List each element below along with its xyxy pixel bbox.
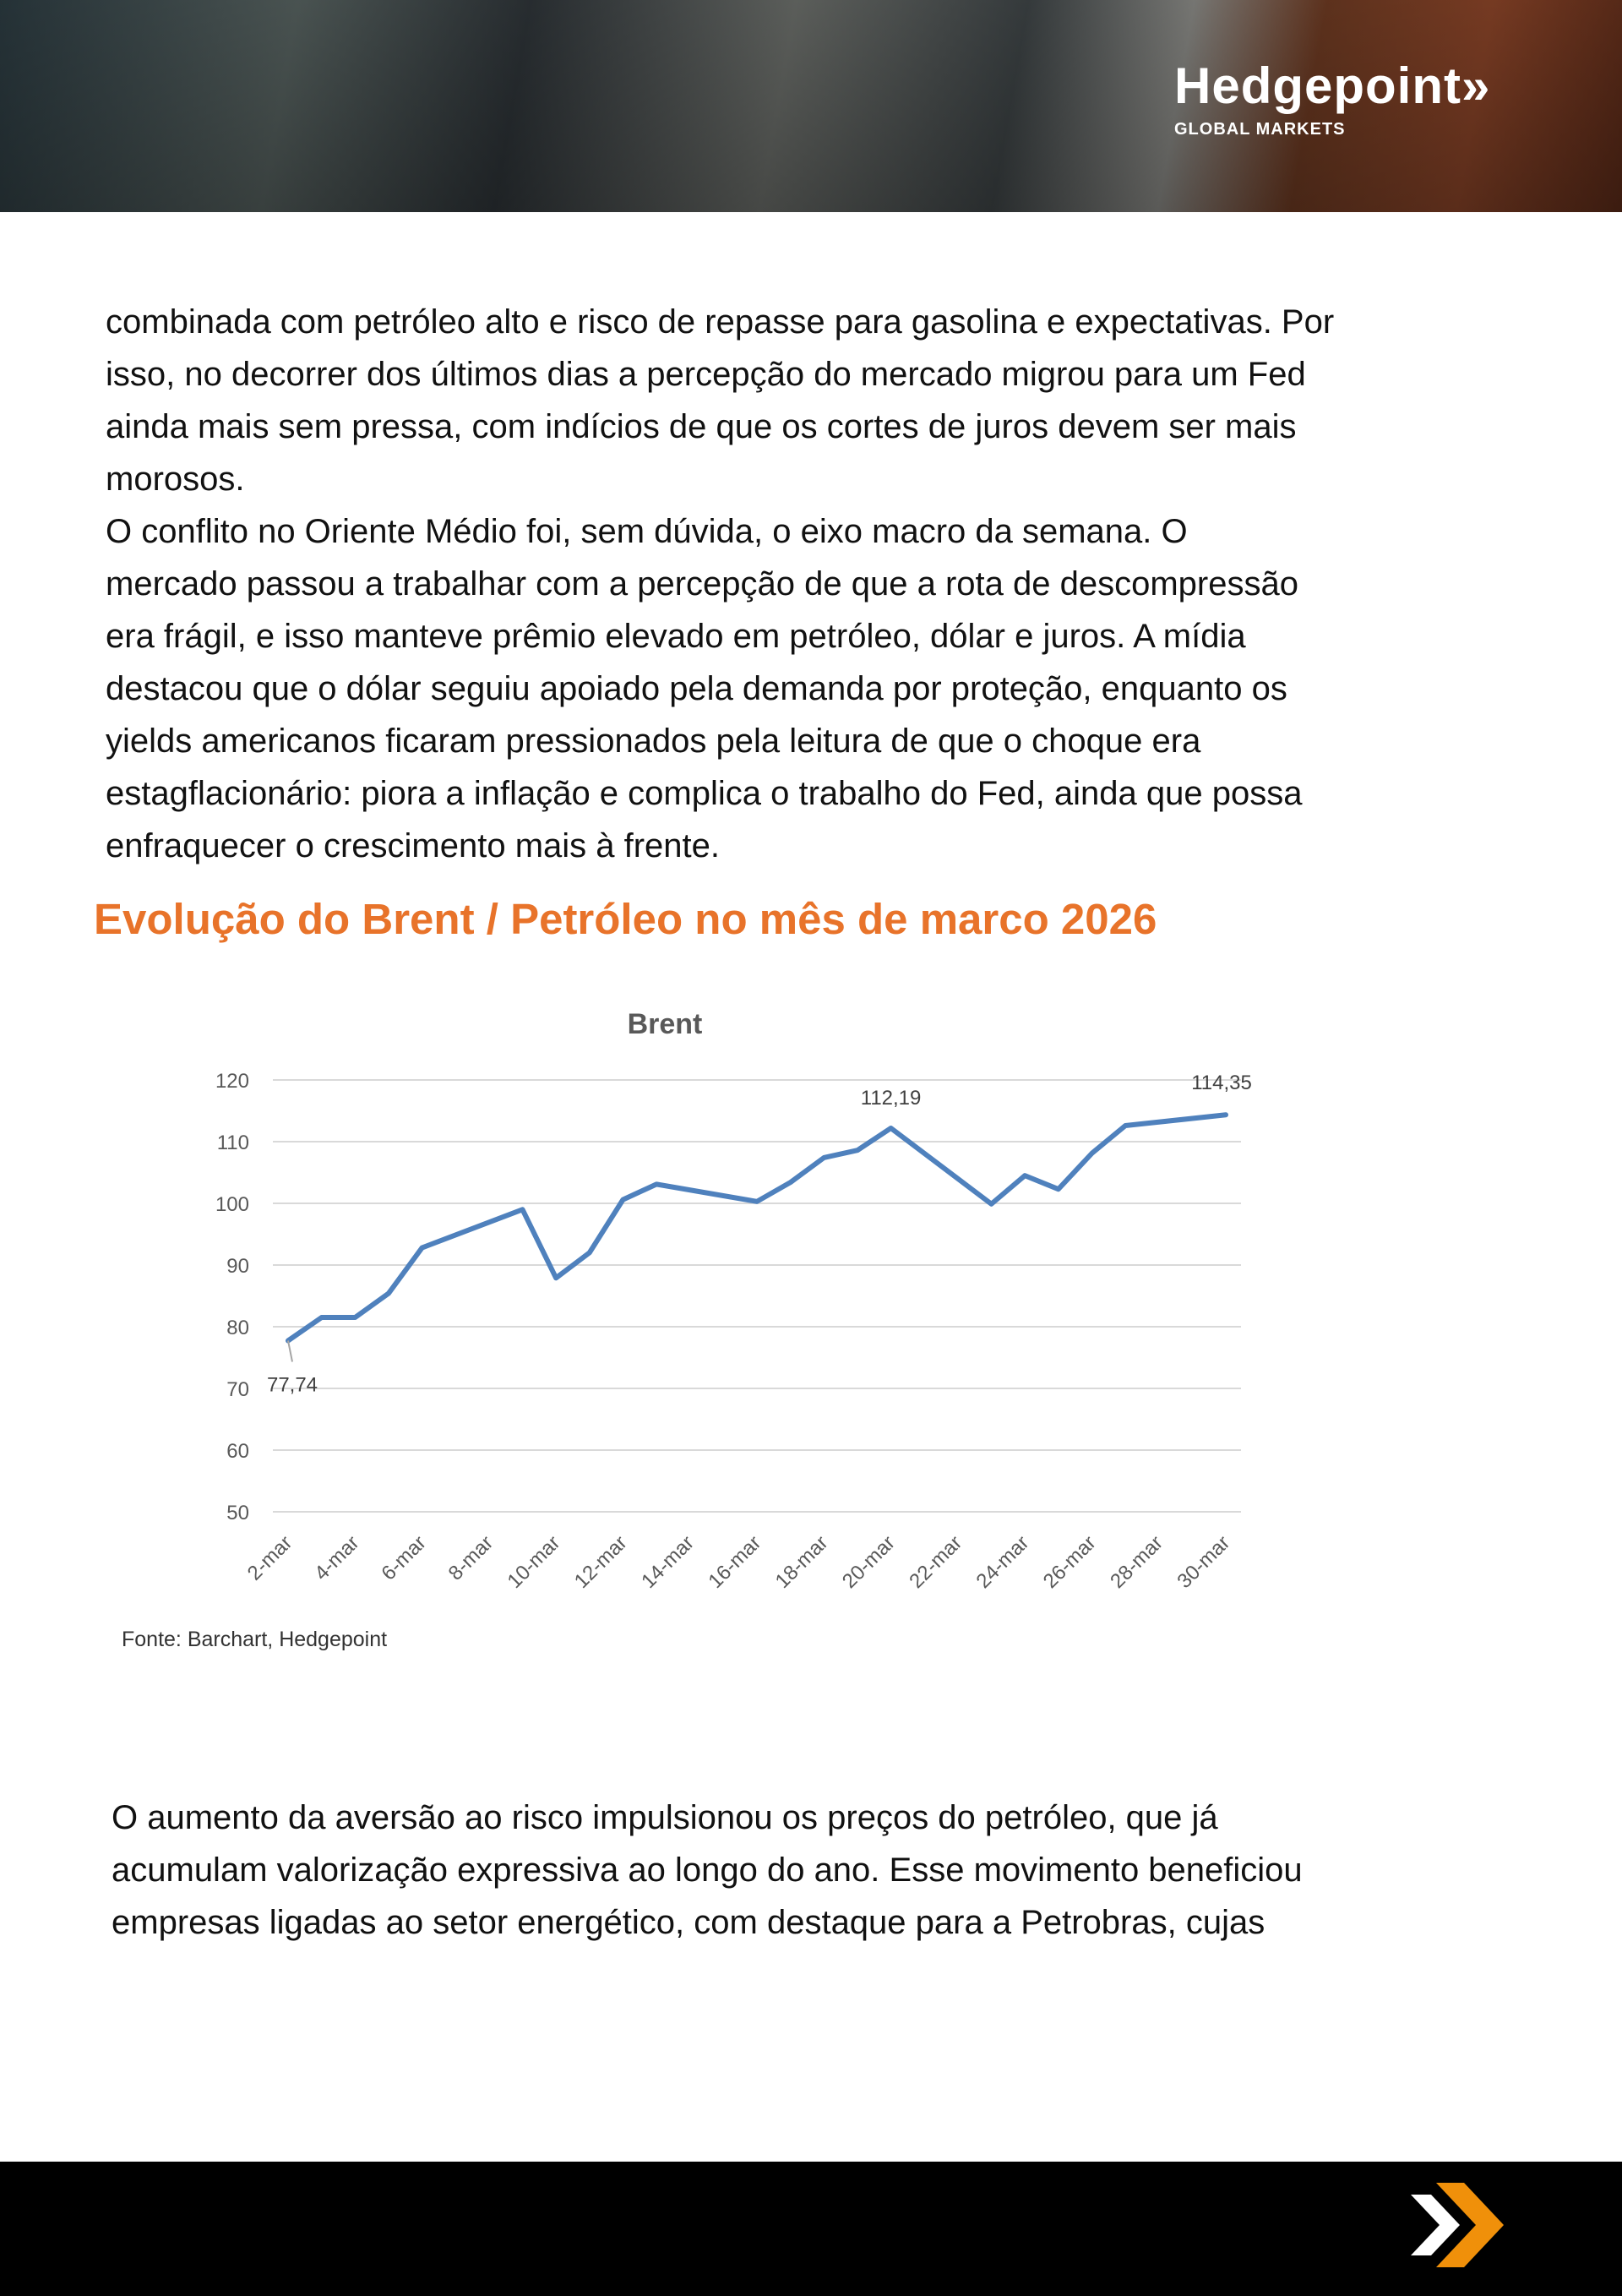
x-tick-label: 28-mar <box>1106 1531 1168 1593</box>
data-label: 114,35 <box>1191 1072 1252 1094</box>
x-tick-label: 20-mar <box>838 1531 900 1593</box>
brent-line-chart: Brent 50 60 70 80 90 100 110 120 2-mar 4-mar 6-ma… <box>215 1008 1252 1593</box>
double-chevron-logo-icon <box>1411 2183 1504 2267</box>
x-tick-label: 14-mar <box>637 1531 699 1593</box>
chart-title: Brent <box>628 1008 703 1040</box>
y-tick-label: 80 <box>226 1317 249 1339</box>
x-tick-label: 26-mar <box>1039 1531 1101 1593</box>
data-label: 77,74 <box>267 1373 318 1396</box>
text-line: morosos. <box>106 461 245 498</box>
x-tick-label: 8-mar <box>444 1531 498 1584</box>
text-line: enfraquecer o crescimento mais à frente. <box>106 827 721 864</box>
x-tick-label: 18-mar <box>771 1531 833 1593</box>
hedgepoint-logo: Hedgepoint» GLOBAL MARKETS <box>1174 61 1490 139</box>
x-tick-label: 30-mar <box>1173 1531 1234 1593</box>
logo-subtitle: GLOBAL MARKETS <box>1174 120 1346 139</box>
x-tick-label: 4-mar <box>310 1531 363 1584</box>
text-line: O aumento da aversão ao risco impulsiono… <box>112 1799 1218 1836</box>
x-tick-label: 10-mar <box>503 1531 565 1593</box>
x-tick-label: 16-mar <box>704 1531 765 1593</box>
logo-name: Hedgepoint» <box>1174 57 1491 114</box>
text-line: estagflacionário: piora a inflação e com… <box>106 775 1303 812</box>
data-label-leader <box>287 1340 293 1362</box>
section-title: Evolução do Brent / Petróleo no mês de m… <box>94 895 1157 943</box>
text-line: empresas ligadas ao setor energético, co… <box>112 1904 1265 1941</box>
y-tick-label: 120 <box>215 1070 249 1093</box>
x-tick-label: 2-mar <box>243 1531 297 1584</box>
data-label: 112,19 <box>861 1087 922 1110</box>
y-tick-label: 70 <box>226 1378 249 1401</box>
text-line: O conflito no Oriente Médio foi, sem dúv… <box>106 513 1188 550</box>
brent-series-line <box>286 1112 1228 1344</box>
y-tick-label: 110 <box>217 1132 249 1154</box>
y-tick-label: 60 <box>226 1440 249 1463</box>
y-tick-label: 100 <box>215 1193 249 1216</box>
x-tick-label: 24-mar <box>972 1531 1034 1593</box>
text-line: mercado passou a trabalhar com a percepç… <box>106 565 1298 603</box>
y-tick-label: 50 <box>226 1502 249 1524</box>
banner-image <box>0 0 1622 212</box>
x-tick-label: 12-mar <box>570 1531 632 1593</box>
paragraph-conclusion: O aumento da aversão ao risco impulsiono… <box>112 1792 1303 1949</box>
footer-bar <box>0 2162 1622 2296</box>
header-banner: Hedgepoint» GLOBAL MARKETS <box>0 0 1622 212</box>
x-tick-label: 22-mar <box>905 1531 966 1593</box>
text-line: acumulam valorização expressiva ao longo… <box>112 1852 1303 1889</box>
text-line: era frágil, e isso manteve prêmio elevad… <box>106 618 1246 655</box>
chart-source: Fonte: Barchart, Hedgepoint <box>122 1628 388 1651</box>
paragraph-intro: combinada com petróleo alto e risco de r… <box>106 296 1334 872</box>
y-tick-label: 90 <box>226 1255 249 1278</box>
x-tick-label: 6-mar <box>377 1531 430 1584</box>
text-line: destacou que o dólar seguiu apoiado pela… <box>106 670 1287 707</box>
text-line: isso, no decorrer dos últimos dias a per… <box>106 356 1306 393</box>
text-line: ainda mais sem pressa, com indícios de q… <box>106 408 1297 445</box>
text-line: yields americanos ficaram pressionados p… <box>106 723 1201 760</box>
text-line: combinada com petróleo alto e risco de r… <box>106 303 1335 341</box>
